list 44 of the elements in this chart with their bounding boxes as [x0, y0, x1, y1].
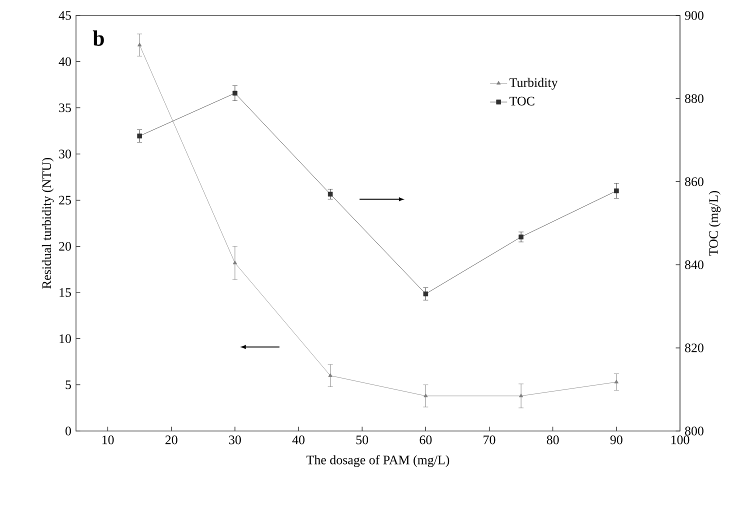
y-tick-label: 40	[58, 57, 71, 66]
x-tick-label: 10	[102, 436, 114, 444]
y2-tick-label: 900	[684, 11, 704, 20]
x-tick-label: 70	[484, 436, 496, 444]
x-tick-label: 50	[356, 436, 368, 444]
y2-tick-label: 800	[685, 426, 704, 436]
x-tick-label: 90	[610, 436, 622, 444]
x-tick-label: 80	[546, 436, 559, 444]
x-tick-label: 100	[671, 436, 690, 444]
y-tick-label: 35	[59, 103, 71, 112]
y-tick-label: 0	[66, 426, 71, 436]
x-tick-label: 20	[165, 436, 178, 444]
point	[328, 192, 333, 197]
y2-axis-title: TOC (mg/L)	[708, 191, 721, 256]
y2-tick-label: 860	[685, 177, 704, 186]
x-tick-label: 40	[292, 436, 305, 444]
y-tick-label: 30	[59, 150, 71, 158]
y-tick-label: 45	[58, 11, 71, 20]
x-tick-label: 60	[420, 436, 432, 444]
y2-tick-label: 840	[685, 260, 704, 270]
y-tick-label: 25	[59, 196, 71, 205]
y-tick-label: 15	[60, 288, 71, 297]
y-tick-label: 10	[60, 334, 71, 344]
x-axis-title: The dosage of PAM (mg/L)	[306, 455, 450, 468]
point	[518, 394, 524, 398]
y-tick-label: 20	[59, 242, 71, 251]
legend-label: TOC	[510, 96, 534, 106]
point	[137, 42, 142, 46]
y-axis-title: Residual turbidity (NTU)	[42, 158, 54, 289]
point	[232, 260, 238, 264]
legend-label: Turbidity	[510, 78, 558, 90]
point	[232, 90, 238, 96]
y2-tick-label: 820	[685, 344, 704, 352]
point	[614, 188, 619, 194]
point	[137, 134, 142, 138]
point	[518, 234, 524, 240]
y2-tick-label: 880	[685, 94, 704, 103]
point	[423, 291, 428, 296]
y-tick-label: 5	[66, 380, 71, 390]
x-tick-label: 30	[229, 436, 241, 444]
point	[424, 394, 428, 398]
point	[328, 373, 332, 377]
point	[614, 380, 619, 384]
annotation: b	[92, 30, 104, 46]
